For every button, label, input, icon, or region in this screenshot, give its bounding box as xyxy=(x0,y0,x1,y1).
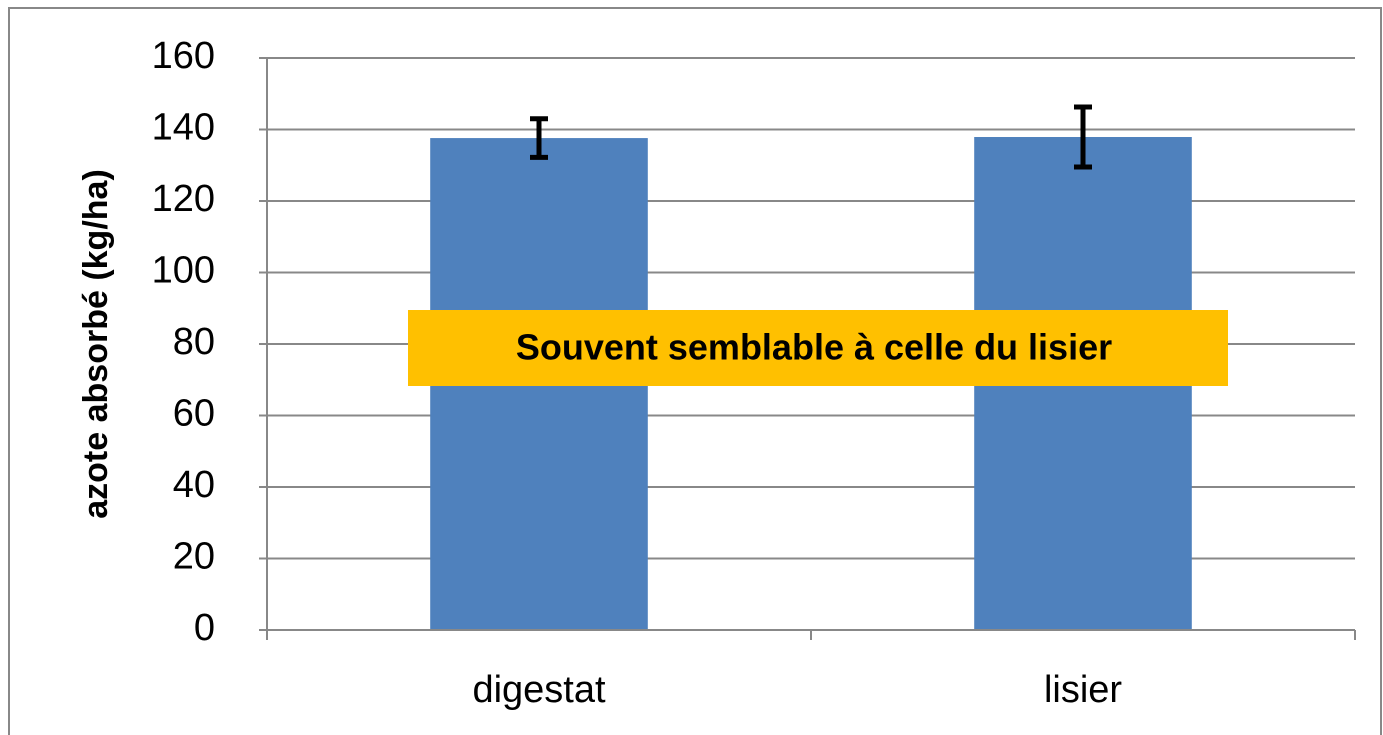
y-tick-label: 80 xyxy=(173,321,215,363)
y-tick-label: 60 xyxy=(173,393,215,435)
y-tick-label: 160 xyxy=(152,35,215,77)
annotation: Souvent semblable à celle du lisier xyxy=(516,327,1112,368)
y-tick-label: 40 xyxy=(173,464,215,506)
y-axis-label: azote absorbé (kg/ha) xyxy=(77,169,115,519)
y-tick-label: 140 xyxy=(152,107,215,149)
x-tick-label: lisier xyxy=(1044,669,1122,711)
y-tick-label: 100 xyxy=(152,250,215,292)
y-tick-label: 120 xyxy=(152,178,215,220)
x-tick-label: digestat xyxy=(472,669,606,711)
y-tick-label: 0 xyxy=(194,607,215,649)
y-tick-label: 20 xyxy=(173,536,215,578)
annotation-box xyxy=(408,310,1228,386)
